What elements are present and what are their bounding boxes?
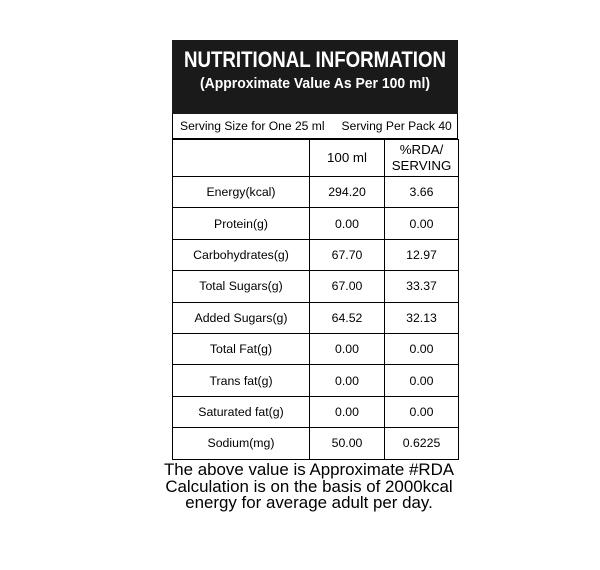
svg-text:NUTRITIONAL INFORMATION: NUTRITIONAL INFORMATION	[184, 47, 446, 72]
svg-text:(Approximate Value As Per 100: (Approximate Value As Per 100 ml)	[200, 75, 430, 92]
